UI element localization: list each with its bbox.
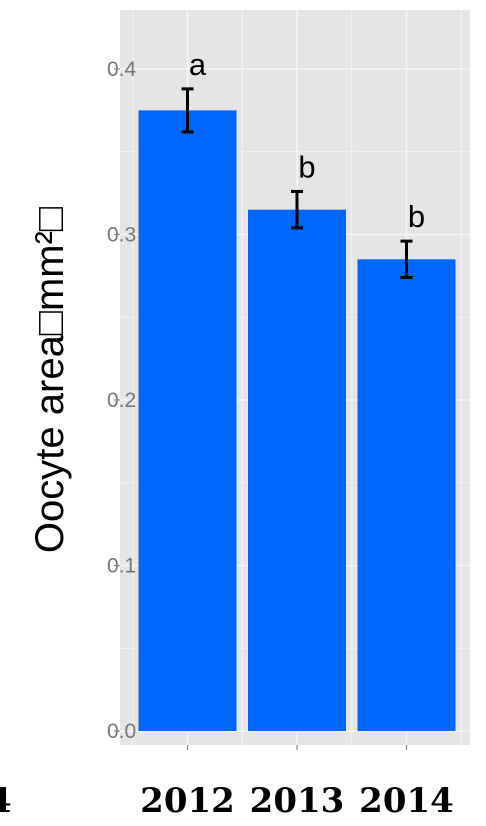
y-axis-label: Oocyte area□mm²□ <box>28 207 72 553</box>
error-bars <box>181 87 413 280</box>
partial-left-label: 4 <box>0 781 12 821</box>
x-tick-label: 2013 <box>250 781 345 821</box>
y-tick-label: 0.2 <box>107 389 136 412</box>
x-axis-ticks: 2012 2013 2014 <box>140 745 454 821</box>
significance-letter: b <box>298 149 315 184</box>
bar <box>138 110 237 731</box>
significance-letter: a <box>189 47 207 82</box>
bar <box>357 259 456 731</box>
y-tick-label: 0.4 <box>107 58 137 81</box>
x-tick-label: 2014 <box>359 781 454 821</box>
y-tick-label: 0.3 <box>107 224 136 247</box>
bars <box>138 110 456 732</box>
x-tick-label: 2012 <box>140 781 235 821</box>
significance-letter: b <box>408 199 425 234</box>
significance-letters: a b b <box>189 47 425 234</box>
y-axis-ticks: 0.0 0.1 0.2 0.3 0.4 <box>107 58 137 743</box>
bar <box>248 209 346 732</box>
y-tick-label: 0.0 <box>107 720 136 743</box>
y-tick-label: 0.1 <box>107 555 136 578</box>
